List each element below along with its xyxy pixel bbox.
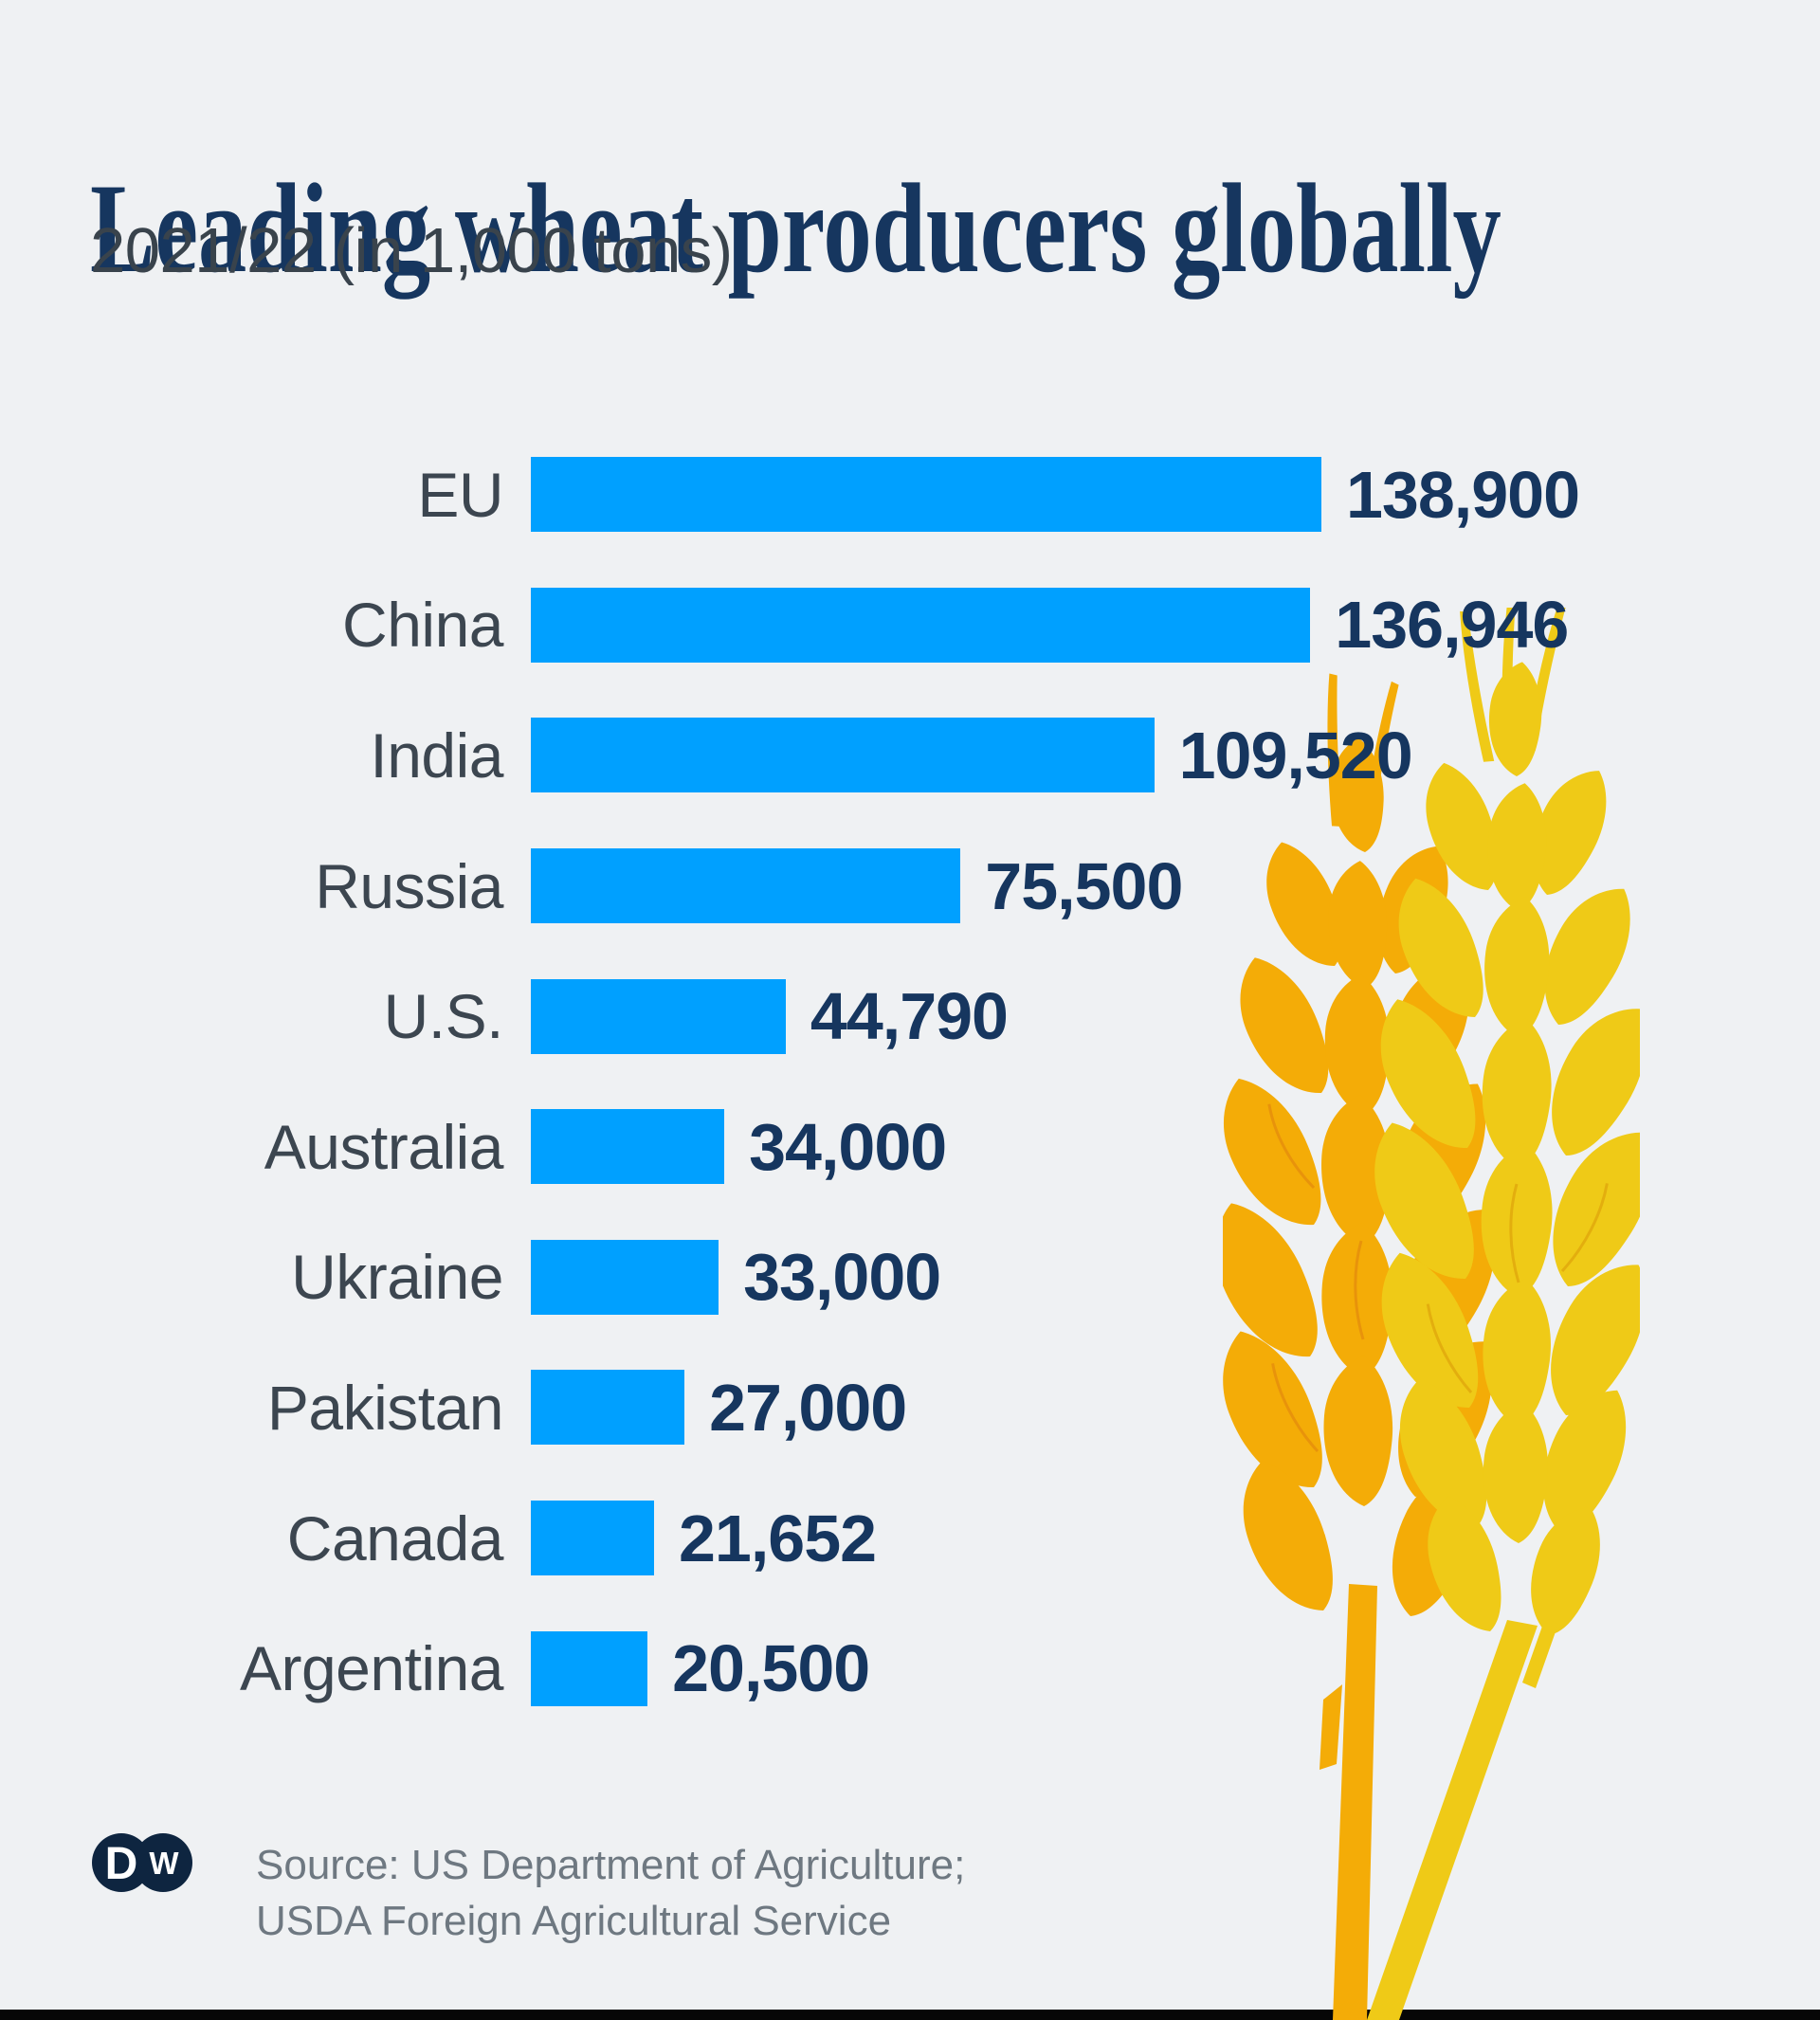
category-label: Ukraine: [291, 1242, 503, 1313]
category-label: Argentina: [239, 1633, 504, 1704]
source-line-2: USDA Foreign Agricultural Service: [256, 1898, 892, 1944]
chart-row-india: India 109,520: [0, 690, 1820, 821]
bar: [531, 1370, 685, 1446]
bar: [531, 978, 786, 1054]
value-label: 44,790: [810, 979, 1009, 1054]
bottom-edge-bar: [0, 2010, 1820, 2020]
value-label: 109,520: [1178, 718, 1413, 792]
value-label: 136,946: [1335, 588, 1569, 663]
wheat-ear-light: [1350, 608, 1640, 2020]
bar: [531, 848, 961, 924]
chart-row-china: China 136,946: [0, 560, 1820, 691]
bar-chart: EU 138,900 China 136,946 India 109,520 Russia 7…: [0, 429, 1820, 1734]
source-attribution: Source: US Department of Agriculture; US…: [256, 1837, 965, 1949]
bar: [531, 457, 1321, 533]
chart-row-canada: Canada 21,652: [0, 1473, 1820, 1604]
dw-logo-left-circle: [92, 1833, 151, 1892]
value-label: 21,652: [679, 1501, 877, 1575]
chart-row-russia: Russia 75,500: [0, 821, 1820, 952]
category-label: EU: [417, 459, 503, 530]
bar: [531, 587, 1311, 663]
wheat-illustration: [1223, 608, 1640, 2020]
chart-row-australia: Australia 34,000: [0, 1082, 1820, 1212]
bar: [531, 1630, 648, 1706]
chart-row-us: U.S. 44,790: [0, 951, 1820, 1082]
category-label: Australia: [264, 1111, 504, 1182]
category-label: Pakistan: [266, 1372, 504, 1443]
chart-row-ukraine: Ukraine 33,000: [0, 1212, 1820, 1343]
page-title: Leading wheat producers globally: [90, 165, 1820, 293]
page-subtitle: 2021/22 (in 1,000 tons): [90, 215, 733, 286]
bar: [531, 718, 1155, 793]
source-line-1: Source: US Department of Agriculture;: [256, 1842, 966, 1888]
dw-logo-letter-w: W: [149, 1846, 179, 1881]
category-label: Russia: [315, 850, 503, 921]
dw-logo-right-circle: [134, 1833, 192, 1892]
category-label: China: [342, 590, 503, 661]
chart-row-eu: EU 138,900: [0, 429, 1820, 560]
bar: [531, 1109, 725, 1185]
value-label: 34,000: [749, 1109, 947, 1184]
category-label: U.S.: [383, 981, 504, 1052]
value-label: 75,500: [985, 848, 1183, 923]
value-label: 20,500: [672, 1631, 870, 1706]
value-label: 27,000: [709, 1370, 907, 1445]
chart-row-argentina: Argentina 20,500: [0, 1603, 1820, 1734]
chart-row-pakistan: Pakistan 27,000: [0, 1342, 1820, 1473]
bar: [531, 1239, 719, 1315]
category-label: India: [370, 719, 503, 791]
value-label: 33,000: [743, 1240, 941, 1315]
bar: [531, 1501, 654, 1576]
page-title-text: Leading wheat producers globally: [90, 158, 1502, 300]
wheat-ear-dark: [1223, 672, 1517, 2020]
dw-logo-letter-d: D: [105, 1839, 138, 1889]
value-label: 138,900: [1346, 457, 1580, 532]
dw-logo: D W: [92, 1833, 192, 1892]
category-label: Canada: [286, 1502, 504, 1574]
